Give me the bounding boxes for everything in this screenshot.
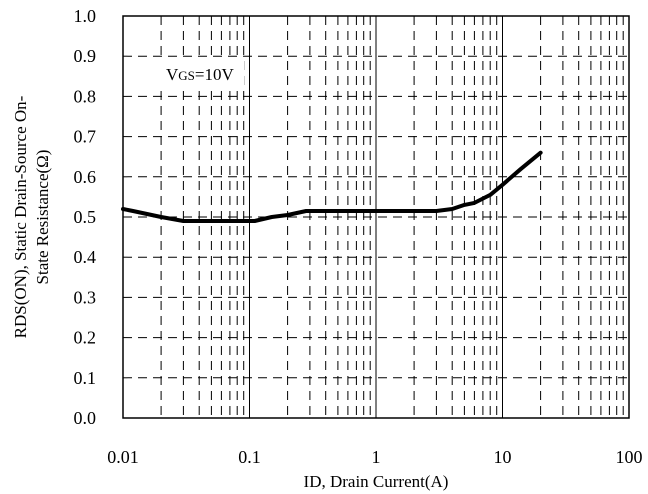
y-tick-labels: 0.0 0.1 0.2 0.3 0.4 0.5 0.6 0.7 0.8 0.9 1.0 [74,6,97,428]
y-tick-label-9: 0.9 [74,46,97,66]
rds-curve-0 [121,150,543,223]
x-tick-labels: 0.01 0.1 1 10 100 [107,447,642,467]
y-tick-label-1: 0.1 [74,368,97,388]
y-tick-label-5: 0.5 [74,207,97,227]
x-tick-label-2: 1 [372,447,381,467]
vgs-annotation-value: =10V [195,65,235,84]
annotation-background [158,58,244,88]
plot-frame [122,15,630,419]
x-tick-label-3: 10 [494,447,512,467]
y-axis-title-line1: RDS(ON), Static Drain-Source On- [11,95,30,338]
y-tick-label-6: 0.6 [74,167,97,187]
y-tick-label-10: 1.0 [74,6,97,26]
y-tick-label-4: 0.4 [74,247,97,267]
vgs-annotation: VGS=10V [166,65,234,84]
y-tick-label-3: 0.3 [74,287,97,307]
y-tick-label-8: 0.8 [74,86,97,106]
y-axis-title-line2: State Resistance(Ω) [33,150,52,285]
y-tick-label-7: 0.7 [74,127,97,147]
x-axis-title: ID, Drain Current(A) [304,472,449,491]
x-tick-label-4: 100 [616,447,643,467]
y-tick-label-0: 0.0 [74,408,97,428]
y-tick-label-2: 0.2 [74,328,97,348]
x-tick-label-0: 0.01 [107,447,139,467]
series-layer [121,150,543,223]
x-tick-label-1: 0.1 [238,447,261,467]
vgs-annotation-subscript: GS [178,68,195,83]
